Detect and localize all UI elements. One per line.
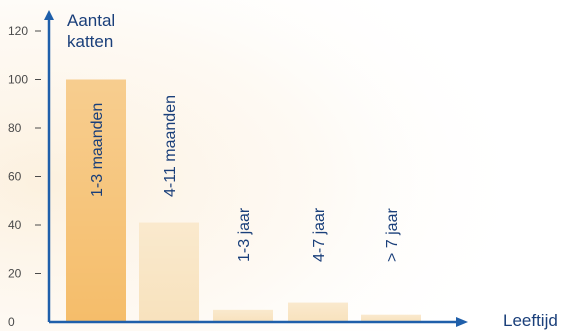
bar-sheen	[139, 223, 199, 322]
y-tick-label: 60	[8, 170, 22, 184]
y-tick-label: 120	[8, 24, 28, 38]
y-tick-label: 100	[8, 73, 28, 87]
bar-category-label: 1-3 maanden	[89, 103, 106, 197]
y-tick-label: 0	[8, 315, 15, 329]
bar-sheen	[213, 310, 273, 322]
y-tick-label: 20	[8, 267, 22, 281]
x-axis-label: Leeftijd	[503, 311, 558, 330]
y-tick-label: 40	[8, 218, 22, 232]
bar-category-label: 4-11 maanden	[162, 95, 179, 197]
y-axis-label-line-2: katten	[67, 32, 113, 51]
bar-sheen	[288, 303, 348, 322]
y-tick-label: 80	[8, 121, 22, 135]
bar-category-label: > 7 jaar	[384, 208, 401, 262]
y-axis-label-line-1: Aantal	[67, 11, 115, 30]
bar-category-label: 4-7 jaar	[311, 207, 328, 262]
bar-category-label: 1-3 jaar	[236, 207, 253, 262]
